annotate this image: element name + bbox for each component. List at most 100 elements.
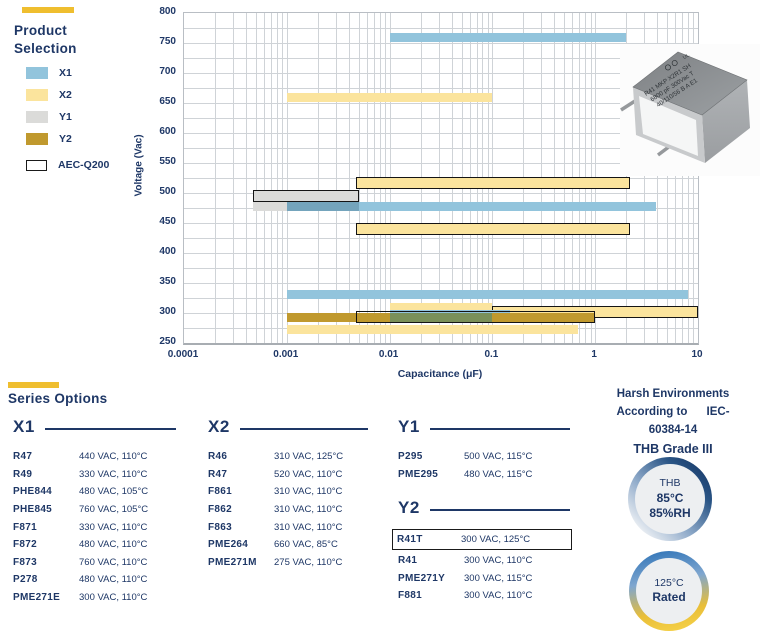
gridline-horizontal [184,193,698,194]
chart-bar-x1-480v [286,201,656,211]
capacitor-top-face [632,51,748,116]
series-column-name: Y2 [398,498,420,517]
legend-item-y2: Y2 [26,133,164,145]
chart-bar-y1-500v [253,190,359,202]
part-row-f881: F881 300 VAC, 110°C [398,587,570,605]
series-column-header-x1: X1 [13,417,176,437]
chart-bar-x2-660v [286,92,493,102]
gridline-horizontal [184,73,698,74]
legend-items: X1 X2 Y1 Y2 AEC-Q200 [26,67,164,171]
part-number: F873 [13,556,37,568]
series-column-name: X2 [208,417,230,436]
gridline-horizontal [184,58,698,59]
gridline-horizontal [184,43,698,44]
temp-badge-line1: 125°C [654,576,684,589]
series-column-name: X1 [13,417,35,436]
part-spec: 480 VAC, 110°C [79,574,148,586]
part-spec: 300 VAC, 110°C [79,592,148,604]
legend-item-x2: X2 [26,89,164,101]
legend-label: Y2 [59,133,72,145]
legend-label: X2 [59,89,72,101]
x-tick-label: 0.001 [273,349,299,360]
series-column-rule [239,427,368,430]
series-column-x1: X1 R47 440 VAC, 110°C R49 330 VAC, 110°C PHE8… [13,417,176,606]
part-spec: 440 VAC, 110°C [79,451,148,463]
part-spec: 300 VAC, 115°C [464,572,533,584]
harsh-line3: 60384-14 [648,424,698,436]
x-tick-label: 0.0001 [167,349,199,360]
y-tick-label: 800 [159,6,176,17]
part-spec: 480 VAC, 115°C [464,468,533,480]
part-row-f873: F873 760 VAC, 110°C [13,554,176,572]
legend-label: Y1 [59,111,72,123]
part-row-pme295: PME295 480 VAC, 115°C [398,466,570,484]
thb-badge: THB 85°C 85%RH [628,457,712,541]
chart-bar-x1-330v [286,289,688,299]
part-number: PME271Y [398,572,446,584]
series-column-rule [44,427,176,430]
part-number: PME271E [13,592,61,604]
part-spec: 310 VAC, 110°C [274,521,343,533]
gridline-horizontal [184,103,698,104]
part-spec: 330 VAC, 110°C [79,468,148,480]
part-number: PHE844 [13,486,53,498]
part-row-p278: P278 480 VAC, 110°C [13,571,176,589]
series-column-name: Y1 [398,417,420,436]
part-spec: 760 VAC, 110°C [79,556,148,568]
chart-bar-x2-440v [355,223,631,235]
thb-badge-inner: THB 85°C 85%RH [635,464,705,534]
series-column-x2: X2 R46 310 VAC, 125°C R47 520 VAC, 110°C F861… [208,417,368,571]
part-row-pme271y: PME271Y 300 VAC, 115°C [398,570,570,588]
series-column-y2: Y2 R41T 300 VAC, 125°C R41 300 VAC, 110°C PME… [392,498,572,605]
part-number: F863 [208,521,232,533]
part-row-f862: F862 310 VAC, 110°C [208,501,368,519]
part-spec: 310 VAC, 110°C [274,486,343,498]
part-row-f863: F863 310 VAC, 110°C [208,518,368,536]
part-spec: 660 VAC, 85°C [274,539,338,551]
gridline-horizontal [184,28,698,29]
y-tick-label: 300 [159,306,176,317]
legend-item-y1: Y1 [26,111,164,123]
gridline-horizontal [184,88,698,89]
temp-rating-badge: 125°C Rated [629,551,709,631]
y-tick-label: 550 [159,156,176,167]
part-number: R46 [208,451,228,463]
legend-label: X1 [59,67,72,79]
part-row-p295: P295 500 VAC, 115°C [398,448,570,466]
series-column-rule [429,427,570,430]
part-spec: 520 VAC, 110°C [274,468,343,480]
y-tick-label: 250 [159,336,176,347]
y-tick-label: 750 [159,36,176,47]
x-axis-label: Capacitance (μF) [397,368,483,380]
part-row-phe845: PHE845 760 VAC, 105°C [13,501,176,519]
part-row-pme271m: PME271M 275 VAC, 110°C [208,554,368,572]
chart-legend: Product Selection X1 X2 Y1 Y2 AEC-Q200 [14,22,164,181]
series-column-rule [429,508,570,511]
legend-label: AEC-Q200 [58,159,110,171]
gridline-horizontal [184,118,698,119]
harsh-line2: According to IEC- [616,406,730,418]
gridline-horizontal [184,298,698,299]
part-spec: 500 VAC, 115°C [464,451,533,463]
part-row-f861: F861 310 VAC, 110°C [208,483,368,501]
legend-swatch-x2 [26,89,48,101]
chart-bar-outline-300v [355,311,596,323]
x-tick-label: 0.01 [378,349,399,360]
gridline-horizontal [184,268,698,269]
part-number: F872 [13,539,37,551]
legend-title: Product Selection [14,22,164,58]
temp-rating-badge-inner: 125°C Rated [636,558,702,624]
part-number: R47 [208,468,228,480]
svg-text:UL: UL [682,52,691,61]
legend-title-line2: Selection [14,41,77,56]
legend-swatch-y2 [26,133,48,145]
part-number: P278 [13,574,38,586]
part-number: R41 [398,555,418,567]
series-column-header-y1: Y1 [398,417,570,437]
gridline-horizontal [184,148,698,149]
gridline-horizontal [184,283,698,284]
part-spec: 275 VAC, 110°C [274,556,343,568]
legend-item-x1: X1 [26,67,164,79]
part-spec: 760 VAC, 105°C [79,504,149,516]
gridline-horizontal [184,133,698,134]
